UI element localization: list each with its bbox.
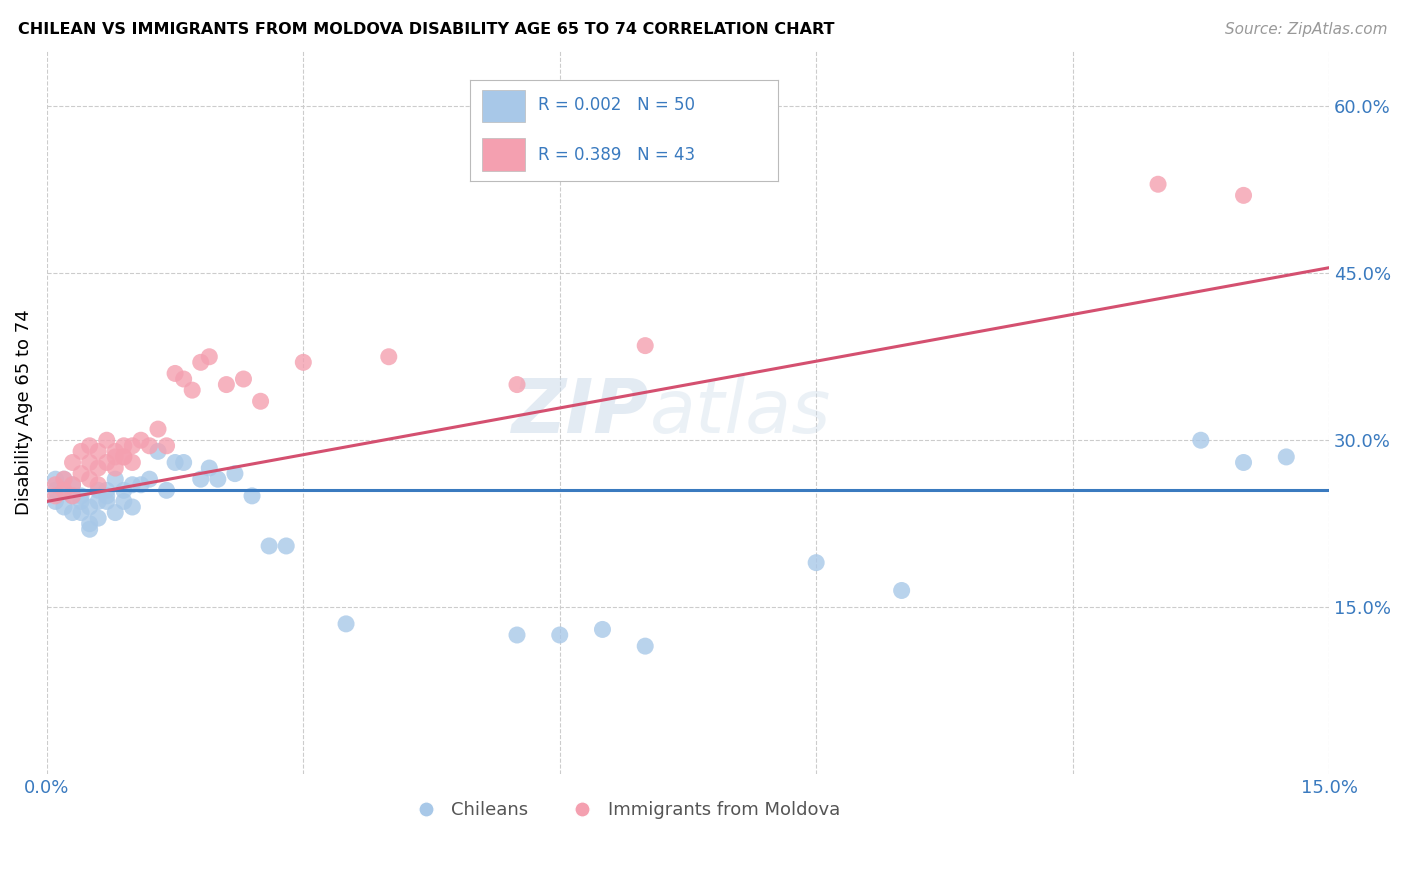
Point — [44, 489, 66, 503]
Point — [198, 461, 221, 475]
Point — [70, 506, 93, 520]
Point — [155, 483, 177, 498]
Point — [79, 500, 101, 514]
Point — [79, 522, 101, 536]
Point — [121, 500, 143, 514]
Legend: Chileans, Immigrants from Moldova: Chileans, Immigrants from Moldova — [401, 794, 848, 827]
Point — [121, 477, 143, 491]
Point — [44, 472, 66, 486]
Point — [112, 439, 135, 453]
Point — [44, 494, 66, 508]
Point — [53, 500, 76, 514]
Point — [138, 439, 160, 453]
Point — [121, 455, 143, 469]
Point — [138, 472, 160, 486]
Point — [548, 628, 571, 642]
Point — [104, 506, 127, 520]
Point — [129, 477, 152, 491]
Point — [190, 472, 212, 486]
Point — [224, 467, 246, 481]
Point — [129, 434, 152, 448]
Point — [146, 444, 169, 458]
Point — [240, 489, 263, 503]
Point — [155, 439, 177, 453]
Point — [62, 477, 84, 491]
Point — [87, 477, 110, 491]
Point — [249, 394, 271, 409]
Point — [173, 372, 195, 386]
Point — [87, 461, 110, 475]
Point — [70, 444, 93, 458]
Point — [79, 455, 101, 469]
Y-axis label: Disability Age 65 to 74: Disability Age 65 to 74 — [15, 310, 32, 516]
Point — [62, 455, 84, 469]
Point — [804, 556, 827, 570]
Point — [112, 483, 135, 498]
Point — [112, 450, 135, 464]
Point — [87, 483, 110, 498]
Point — [53, 483, 76, 498]
Point — [44, 477, 66, 491]
Point — [96, 455, 118, 469]
Point — [165, 455, 187, 469]
Point — [165, 367, 187, 381]
Point — [257, 539, 280, 553]
Point — [1189, 434, 1212, 448]
Point — [96, 489, 118, 503]
Point — [207, 472, 229, 486]
Point — [53, 483, 76, 498]
Point — [70, 489, 93, 503]
Point — [104, 461, 127, 475]
Point — [79, 439, 101, 453]
Point — [1275, 450, 1298, 464]
Point — [506, 628, 529, 642]
Point — [215, 377, 238, 392]
Point — [62, 477, 84, 491]
Point — [378, 350, 401, 364]
Point — [634, 639, 657, 653]
Point — [592, 623, 614, 637]
Text: atlas: atlas — [650, 376, 831, 449]
Point — [335, 616, 357, 631]
Point — [890, 583, 912, 598]
Point — [87, 511, 110, 525]
Point — [1147, 178, 1170, 192]
Point — [292, 355, 315, 369]
Point — [70, 467, 93, 481]
Point — [87, 444, 110, 458]
Point — [232, 372, 254, 386]
Point — [104, 472, 127, 486]
Point — [62, 489, 84, 503]
Text: Source: ZipAtlas.com: Source: ZipAtlas.com — [1225, 22, 1388, 37]
Point — [1232, 188, 1254, 202]
Point — [53, 472, 76, 486]
Point — [121, 439, 143, 453]
Point — [112, 494, 135, 508]
Point — [62, 489, 84, 503]
Point — [53, 472, 76, 486]
Point — [96, 483, 118, 498]
Point — [96, 494, 118, 508]
Point — [634, 338, 657, 352]
Point — [276, 539, 298, 553]
Point — [104, 450, 127, 464]
Point — [506, 377, 529, 392]
Point — [79, 516, 101, 531]
Point — [44, 483, 66, 498]
Point — [146, 422, 169, 436]
Point — [96, 434, 118, 448]
Point — [1232, 455, 1254, 469]
Text: CHILEAN VS IMMIGRANTS FROM MOLDOVA DISABILITY AGE 65 TO 74 CORRELATION CHART: CHILEAN VS IMMIGRANTS FROM MOLDOVA DISAB… — [18, 22, 835, 37]
Point — [87, 494, 110, 508]
Point — [112, 450, 135, 464]
Point — [173, 455, 195, 469]
Point — [190, 355, 212, 369]
Point — [79, 472, 101, 486]
Point — [198, 350, 221, 364]
Point — [70, 494, 93, 508]
Point — [181, 383, 204, 397]
Point — [62, 506, 84, 520]
Point — [104, 444, 127, 458]
Text: ZIP: ZIP — [512, 376, 650, 449]
